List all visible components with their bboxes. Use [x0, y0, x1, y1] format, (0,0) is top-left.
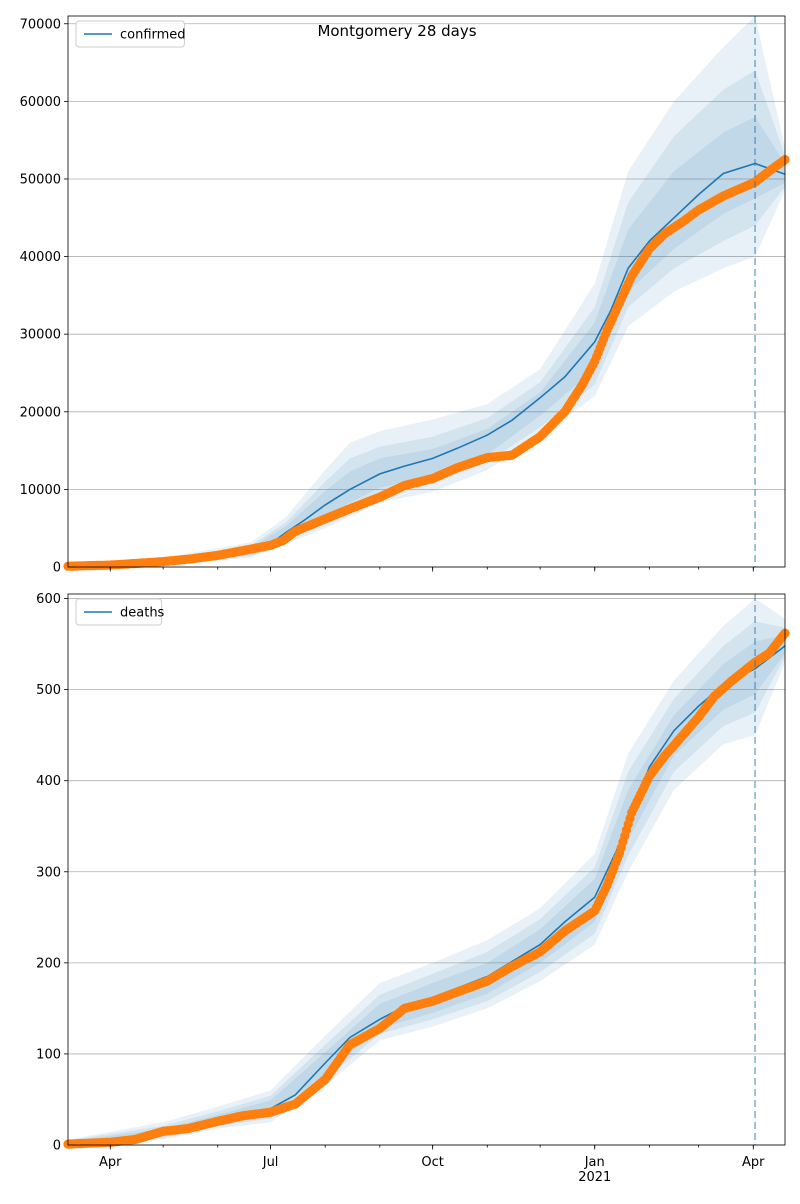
y-tick-label: 100	[36, 1047, 61, 1062]
legend: confirmed	[75, 20, 186, 48]
confidence-band-3	[68, 635, 785, 1145]
legend-box	[75, 598, 163, 626]
x-tick-label: Apr	[99, 1155, 122, 1170]
x-tick-label: Jul	[262, 1155, 279, 1170]
y-tick-label: 50000	[20, 172, 61, 187]
y-tick-label: 40000	[20, 250, 61, 265]
chart-panel-1: 0 10000 20000 30000 40000 50000 60000 70000 conf…	[20, 15, 790, 576]
y-tick-label: 600	[36, 592, 61, 607]
chart-title: Montgomery 28 days	[317, 22, 476, 40]
legend-box	[75, 20, 185, 48]
x-tick-label: Jan	[584, 1155, 605, 1170]
axes-frame	[67, 593, 786, 1146]
confidence-band-1	[68, 598, 785, 1145]
y-tick-label: 0	[53, 561, 61, 576]
y-tick-label: 200	[36, 956, 61, 971]
x-tick-label: 2021	[578, 1170, 611, 1185]
axes-frame	[67, 15, 786, 568]
y-tick-label: 500	[36, 683, 61, 698]
y-tick-label: 300	[36, 865, 61, 880]
confidence-band-2	[68, 70, 785, 567]
y-tick-label: 0	[53, 1139, 61, 1154]
y-tick-label: 20000	[20, 405, 61, 420]
legend-label: deaths	[120, 606, 165, 621]
confidence-band-2	[68, 621, 785, 1145]
x-tick-label: Apr	[742, 1155, 765, 1170]
y-tick-label: 10000	[20, 483, 61, 498]
y-tick-label: 70000	[20, 17, 61, 32]
y-tick-label: 400	[36, 774, 61, 789]
confidence-band-1	[68, 16, 785, 567]
legend-label: confirmed	[120, 28, 186, 43]
y-tick-label: 30000	[20, 328, 61, 343]
y-tick-label: 60000	[20, 95, 61, 110]
legend: deaths	[75, 598, 165, 626]
x-tick-label: Oct	[421, 1155, 443, 1170]
